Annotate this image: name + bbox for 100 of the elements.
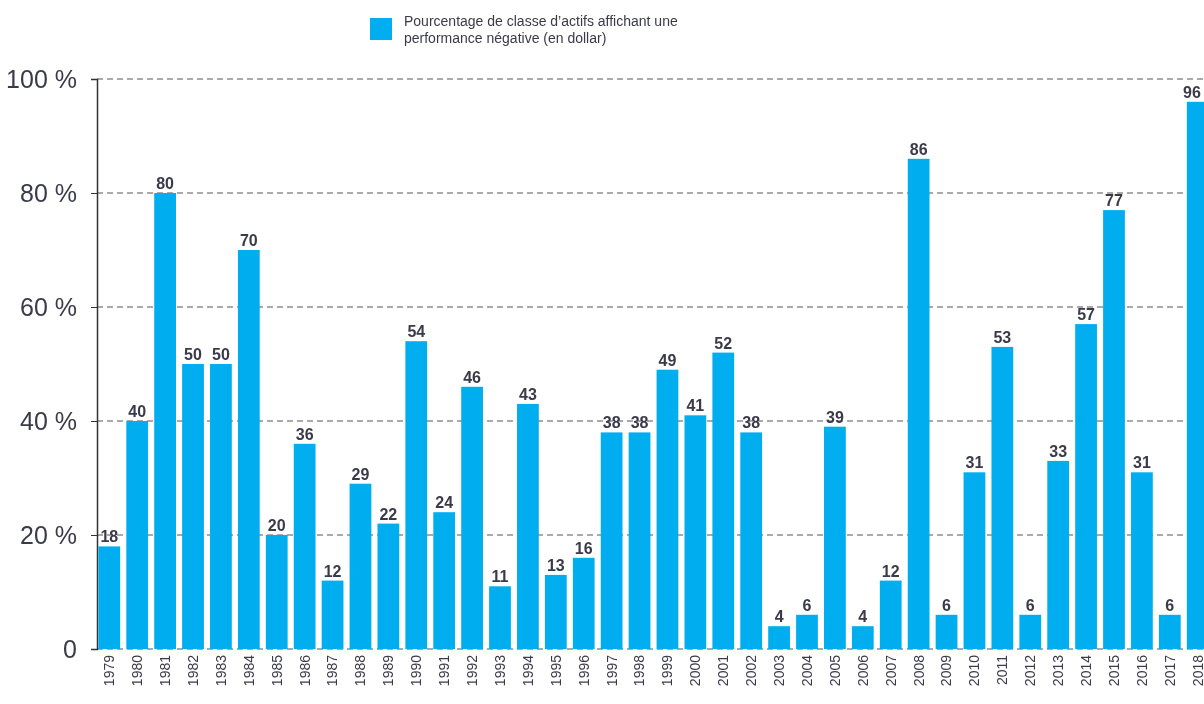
bar [210,364,232,649]
bar [349,483,372,649]
data-label: 22 [379,505,398,523]
data-label: 6 [1165,596,1175,614]
legend-label: Pourcentage de classe d’actifs affichant une performance négative (en dollar) [404,13,678,46]
x-tick-label: 1992 [463,654,480,687]
x-tick-label: 2006 [854,654,871,687]
bar [461,386,483,649]
data-label: 20 [267,517,286,534]
data-label: 53 [993,328,1012,346]
data-label: 43 [519,385,537,403]
data-label: 4 [774,608,784,626]
x-tick-label: 1997 [603,654,620,687]
x-tick-label: 2016 [1133,654,1150,687]
bar [907,158,930,649]
x-tick-label: 2007 [882,654,899,687]
data-label: 12 [881,562,900,580]
data-label: 77 [1105,192,1123,210]
x-tick-label: 2017 [1161,654,1178,687]
x-tick-label: 2005 [826,654,843,687]
x-tick-label: 2009 [938,654,955,687]
bar [293,443,316,649]
bar [1047,460,1070,649]
bar [126,421,149,649]
bar [377,523,400,649]
bar [405,341,428,649]
x-tick-label: 1991 [436,654,453,687]
bar [321,580,344,649]
bar [517,403,539,649]
x-tick-label: 2004 [798,654,815,687]
data-label: 38 [742,414,761,432]
bar [1158,614,1181,649]
data-label: 96 [1183,83,1201,101]
bar [963,472,986,649]
x-tick-label: 2003 [770,654,787,687]
data-label: 57 [1077,306,1096,324]
data-label: 18 [100,528,119,546]
x-tick-label: 1987 [324,654,341,687]
y-tick-label: 0 [63,634,77,663]
bar [489,586,511,649]
data-label: 6 [942,596,952,614]
data-label: 29 [351,465,370,483]
bar [1131,472,1153,649]
bar [851,626,874,649]
x-tick-label: 2002 [743,654,760,687]
data-label: 39 [826,408,844,426]
data-label: 86 [909,140,928,158]
data-label: 6 [1025,596,1035,614]
x-tick-label: 1994 [519,654,536,687]
data-label: 12 [323,562,342,580]
data-label: 24 [435,494,454,512]
x-tick-label: 1985 [268,654,285,687]
y-tick-label: 80 % [20,178,77,207]
x-tick-label: 2012 [1022,654,1039,687]
x-tick-label: 2013 [1050,654,1067,687]
data-label: 50 [184,346,203,363]
x-tick-label: 1998 [631,654,648,687]
bar [712,352,735,649]
bar [684,415,707,649]
bar [656,369,679,649]
bar [824,426,846,649]
x-tick-label: 1980 [129,654,146,687]
data-label: 50 [212,346,230,363]
bar [98,546,121,649]
bar [572,557,595,649]
bar [237,250,260,649]
x-tick-label: 1988 [352,654,369,687]
y-tick-label: 60 % [20,292,77,321]
data-label: 54 [407,323,426,341]
bar [600,432,623,649]
x-tick-label: 1986 [296,654,313,687]
bar [991,346,1014,649]
bar [1103,210,1125,649]
data-label: 16 [574,539,593,557]
x-tick-label: 1982 [184,654,201,687]
x-tick-label: 2015 [1105,654,1122,687]
bar [740,432,763,649]
data-label: 40 [128,403,147,420]
x-tick-label: 2000 [687,654,704,687]
bar [935,614,958,649]
x-tick-label: 1984 [240,654,257,687]
y-tick-label: 40 % [20,406,77,435]
bar [628,432,651,649]
data-label: 52 [714,334,733,352]
bar [265,535,288,649]
data-label: 31 [1133,454,1151,472]
x-tick-label: 2018 [1189,654,1204,687]
data-label: 33 [1049,442,1068,460]
bar [879,580,902,649]
bar [1019,614,1042,649]
bar [182,364,204,649]
x-tick-label: 2008 [910,654,927,687]
x-tick-label: 1995 [547,654,564,687]
data-label: 31 [965,454,984,472]
x-tick-label: 1983 [212,654,229,687]
x-tick-label: 1993 [491,654,508,687]
x-tick-label: 1996 [575,654,592,687]
data-label: 38 [630,414,649,432]
bar [154,193,176,649]
data-label: 46 [463,368,482,386]
